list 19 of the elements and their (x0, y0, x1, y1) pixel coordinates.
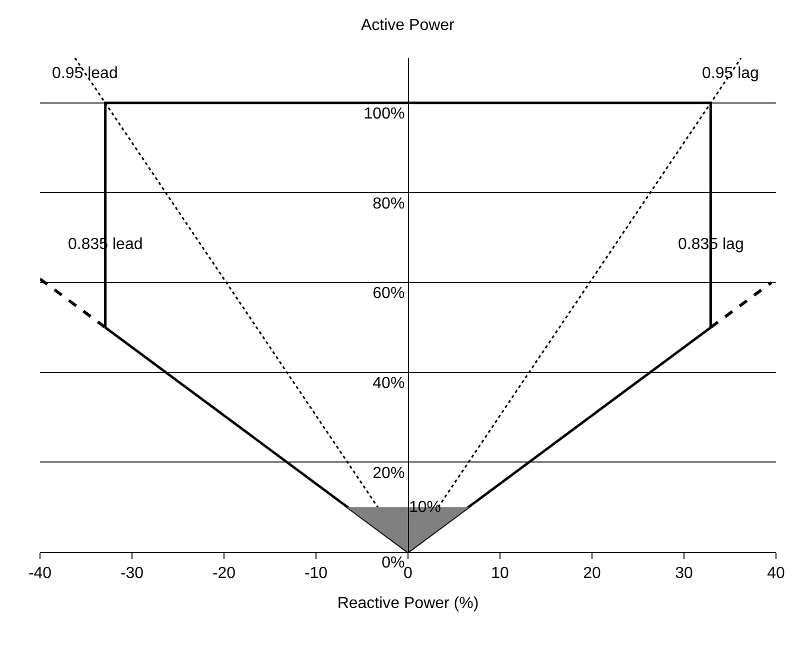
y-tick-label: 60% (372, 285, 405, 302)
y-axis-title: Active Power (361, 17, 456, 34)
y-tick-label: 40% (372, 374, 405, 392)
y-tick-label: 80% (372, 195, 405, 212)
annotation: 0.95 lead (52, 65, 118, 82)
x-axis-title: Reactive Power (%) (337, 594, 479, 612)
x-tick-label: 10 (491, 565, 509, 582)
x-tick-label: 40 (767, 565, 785, 582)
x-tick-label: -20 (212, 565, 236, 582)
annotation: 0.95 lag (702, 65, 759, 82)
y-tick-label: 100% (364, 106, 405, 123)
x-tick-label: 0 (404, 565, 413, 582)
x-tick-label: -10 (304, 565, 328, 582)
y-tick-label: 20% (372, 464, 405, 482)
x-tick-label: 20 (583, 565, 601, 582)
y-tick-label: 0% (382, 554, 405, 572)
x-tick-label: 30 (675, 565, 693, 582)
x-tick-label: -40 (28, 565, 52, 582)
x-tick-label: -30 (120, 565, 144, 582)
